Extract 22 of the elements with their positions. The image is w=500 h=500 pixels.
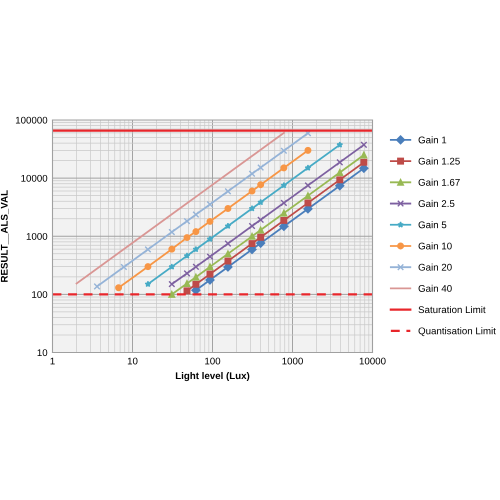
y-tick-label: 100000 [16,116,48,124]
y-tick-label: 10000 [21,174,48,182]
x-axis-title: Light level (Lux) [176,372,250,382]
x-tick-label: 10 [128,358,138,364]
y-tick-label: 100 [32,291,48,298]
legend-label: Gain 10 [418,242,452,250]
legend-label: Gain 1 [418,136,446,144]
legend-label: Quantisation Limit [418,327,496,336]
legend-label: Gain 2.5 [418,200,454,208]
legend-label: Saturation Limit [418,306,486,314]
x-tick-label: 10000 [360,358,386,364]
x-tick-label: 1000 [282,358,303,364]
legend-label: Gain 20 [418,264,452,271]
x-tick-label: 1 [50,358,55,364]
y-axis-title: RESULT__ALS_VAL [0,190,9,282]
legend-label: Gain 5 [418,221,446,228]
x-tick-label: 100 [205,358,220,364]
legend-label: Gain 1.25 [418,157,460,165]
y-tick-label: 10 [38,349,48,356]
y-tick-label: 1000 [26,232,48,240]
legend-label: Gain 1.67 [418,178,460,186]
legend-label: Gain 40 [418,284,452,292]
